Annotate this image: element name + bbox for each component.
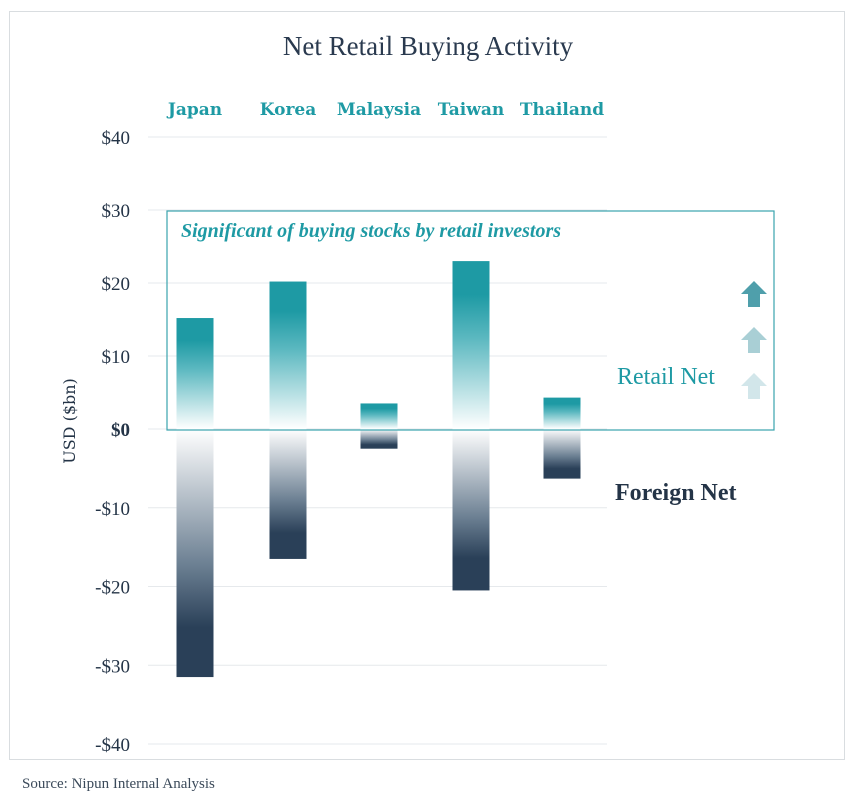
arrow-up-icon [741, 327, 767, 353]
y-tick-label: $30 [102, 201, 131, 222]
bar-retail-net [543, 397, 581, 429]
bar-retail-net [176, 318, 214, 429]
y-tick-label: -$30 [95, 656, 130, 677]
y-tick-label: -$20 [95, 578, 130, 599]
arrow-up-icon [741, 281, 767, 307]
category-label: Thailand [520, 100, 604, 120]
bar-retail-net [360, 403, 398, 429]
bar-retail-net [452, 261, 490, 429]
category-label: Japan [166, 100, 222, 120]
bar-foreign-net [269, 429, 307, 559]
y-tick-label: $40 [102, 128, 131, 149]
y-axis-ticks: $40 $30 $20 $10 $0 -$10 -$20 -$30 -$40 [95, 128, 130, 756]
y-tick-label: -$40 [95, 735, 130, 756]
gridlines [148, 136, 607, 745]
annotation-box [166, 210, 775, 431]
bar-foreign-net [176, 429, 214, 678]
category-label: Malaysia [337, 100, 421, 120]
legend-foreign-net: Foreign Net [615, 480, 737, 506]
arrow-up-icon [741, 373, 767, 399]
bar-foreign-net [543, 429, 581, 479]
y-tick-label: $0 [111, 420, 130, 441]
bars [176, 261, 581, 678]
y-tick-label: $10 [102, 347, 131, 368]
y-tick-label: $20 [102, 274, 131, 295]
y-tick-label: -$10 [95, 499, 130, 520]
y-axis-label: USD ($bn) [60, 378, 79, 464]
category-label: Taiwan [438, 100, 505, 120]
legend-retail-net: Retail Net [617, 364, 715, 390]
category-label: Korea [260, 100, 317, 120]
category-labels: Japan Korea Malaysia Taiwan Thailand [166, 100, 604, 120]
annotation-text: Significant of buying stocks by retail i… [181, 220, 561, 242]
bar-retail-net [269, 281, 307, 429]
source-note: Source: Nipun Internal Analysis [22, 776, 215, 792]
bar-foreign-net [360, 429, 398, 449]
chart-title: Net Retail Buying Activity [283, 31, 574, 61]
chart-frame [9, 11, 845, 760]
bar-foreign-net [452, 429, 490, 591]
